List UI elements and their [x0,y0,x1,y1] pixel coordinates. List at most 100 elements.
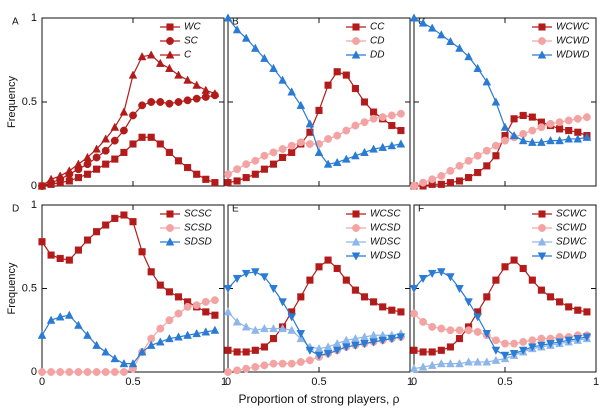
data-point [165,63,174,72]
data-point [446,326,455,335]
legend-marker [165,237,175,246]
data-point [509,350,519,359]
data-point [269,323,278,333]
data-point [527,343,537,352]
data-point [110,354,120,363]
data-point [192,328,202,338]
data-point [241,269,251,279]
data-point [101,146,110,155]
data-point [314,351,324,360]
data-point [269,148,278,157]
legend-marker [166,23,174,31]
data-point [446,36,455,46]
data-point [102,160,110,168]
data-point [38,238,46,246]
legend-label: SCWD [556,223,587,234]
x-tick-label: 1 [221,376,227,388]
data-point [501,136,509,145]
data-point [224,368,232,376]
data-point [129,218,137,226]
data-point [46,174,56,183]
data-point [379,303,387,311]
data-point [388,306,396,314]
data-point [37,181,47,190]
data-point [251,156,260,165]
data-point [369,114,378,123]
data-point [110,368,119,376]
x-tick-label: 0.5 [311,376,326,388]
data-point [129,140,137,148]
data-point [464,52,473,61]
x-tick-label: 0 [39,376,45,388]
data-point [428,175,437,184]
data-point [464,156,473,165]
data-point [473,357,483,366]
data-point [546,340,555,349]
data-point [428,348,436,356]
data-point [165,99,174,108]
data-point [192,94,201,103]
data-point [582,132,592,141]
data-point [305,346,315,355]
y-axis-label: Frequency [6,262,18,314]
data-point [342,71,350,79]
legend-marker [352,23,360,31]
data-point [500,122,510,131]
data-point [491,141,500,150]
data-point [165,316,174,325]
data-point [369,144,378,153]
data-point [342,276,350,284]
data-point [296,138,305,147]
data-point [573,335,583,344]
data-point [537,286,545,294]
data-point [324,256,332,264]
data-point [296,100,306,109]
x-tick-label: 0.5 [497,376,512,388]
data-point [193,170,201,178]
data-point [573,114,582,123]
data-point [564,116,573,125]
data-point [418,362,428,371]
data-point [324,135,333,143]
data-point [351,341,360,350]
data-point [111,155,119,163]
data-point [565,127,573,135]
data-point [546,136,555,145]
panel-label: E [232,204,239,215]
data-point [333,68,341,76]
data-point [38,368,46,376]
data-point [455,326,464,335]
legend-marker [166,37,174,45]
data-point [491,97,501,106]
data-point [427,269,437,279]
data-point [210,325,220,334]
data-point [519,337,528,346]
data-point [83,330,92,339]
data-point [360,293,369,301]
data-point [287,141,296,150]
data-point [306,276,314,284]
data-point [436,30,446,39]
legend-marker [537,237,547,246]
data-point [74,159,83,168]
data-point [315,263,323,271]
data-point [501,263,509,271]
data-point [370,108,378,116]
legend-marker [537,50,547,59]
data-point [555,136,564,145]
data-point [474,169,482,177]
data-point [278,359,287,368]
data-point [296,330,306,339]
data-point [101,134,111,143]
legend-marker [166,210,174,218]
y-tick-label: 0 [31,366,37,378]
data-point [174,157,183,165]
data-point [351,151,360,160]
data-point [418,18,428,27]
data-point [396,109,405,118]
data-point [573,134,583,143]
data-point [491,355,501,364]
data-point [128,70,138,79]
data-point [510,339,519,348]
